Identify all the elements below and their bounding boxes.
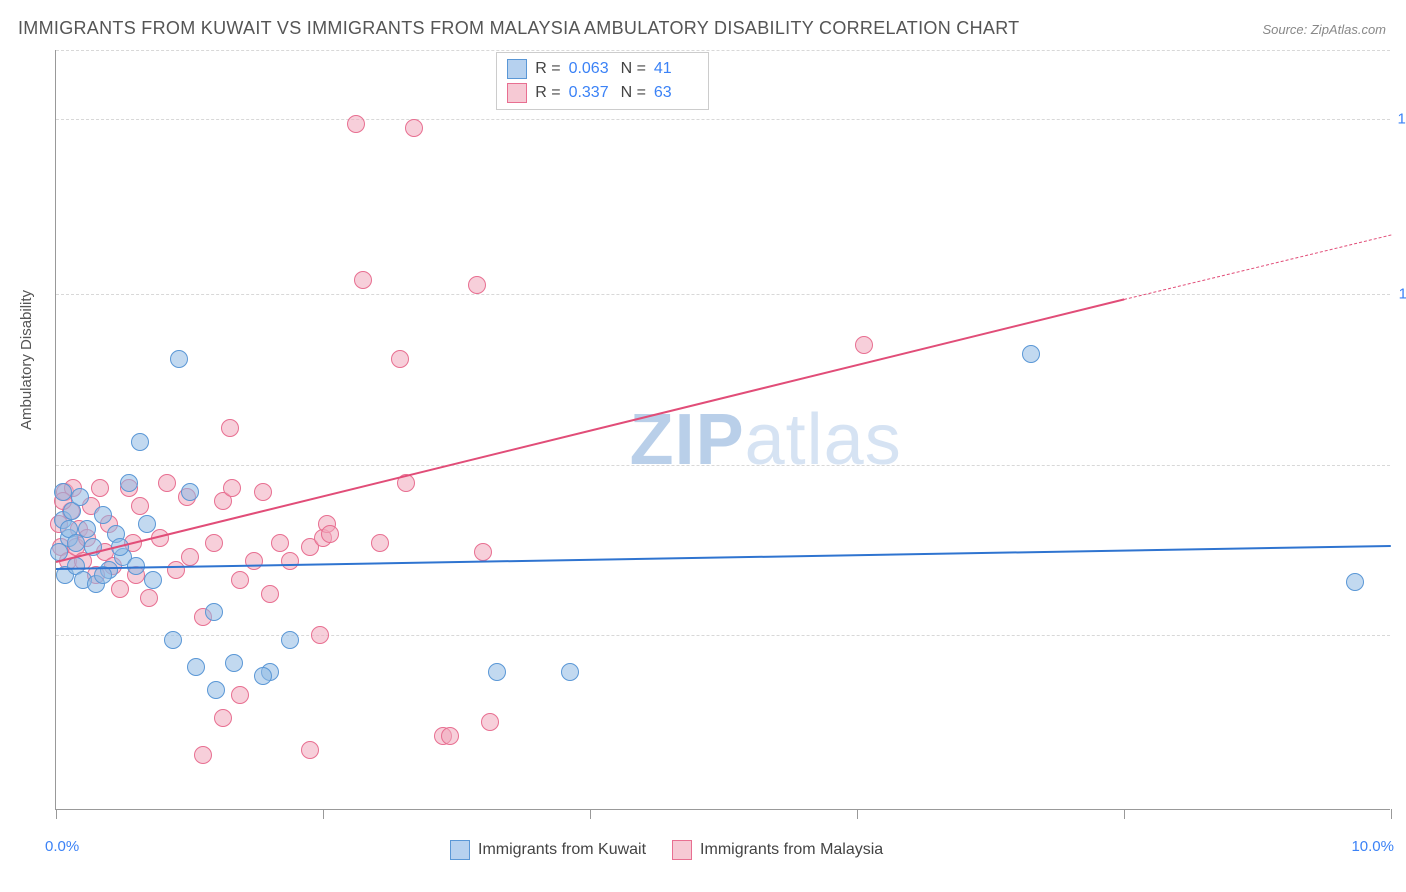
scatter-point	[481, 713, 499, 731]
y-tick-label: 7.5%	[1394, 456, 1406, 473]
r-label: R =	[535, 84, 560, 102]
scatter-point	[391, 350, 409, 368]
x-tick	[1391, 809, 1392, 819]
scatter-point	[164, 631, 182, 649]
scatter-point	[371, 534, 389, 552]
scatter-point	[1022, 345, 1040, 363]
scatter-point	[223, 479, 241, 497]
scatter-point	[231, 571, 249, 589]
scatter-point	[221, 419, 239, 437]
x-tick	[857, 809, 858, 819]
scatter-point	[67, 534, 85, 552]
scatter-point	[91, 479, 109, 497]
scatter-point	[855, 336, 873, 354]
plot-area: 3.8%7.5%11.2%15.0%ZIPatlasR =0.063N =41R…	[55, 50, 1390, 810]
r-value: 0.337	[569, 84, 613, 102]
legend-swatch	[507, 59, 527, 79]
gridline	[56, 50, 1390, 51]
scatter-point	[271, 534, 289, 552]
legend-label: Immigrants from Malaysia	[700, 841, 883, 859]
legend-item: Immigrants from Kuwait	[450, 840, 646, 860]
scatter-point	[131, 433, 149, 451]
scatter-point	[441, 727, 459, 745]
y-tick-label: 15.0%	[1394, 111, 1406, 128]
scatter-point	[281, 631, 299, 649]
scatter-point	[194, 746, 212, 764]
scatter-point	[205, 534, 223, 552]
x-tick	[1124, 809, 1125, 819]
scatter-point	[254, 667, 272, 685]
x-tick	[590, 809, 591, 819]
gridline	[56, 465, 1390, 466]
legend-swatch	[507, 83, 527, 103]
scatter-point	[167, 561, 185, 579]
scatter-point	[311, 626, 329, 644]
x-axis-max-label: 10.0%	[1351, 838, 1394, 855]
legend-item: Immigrants from Malaysia	[672, 840, 883, 860]
scatter-point	[94, 506, 112, 524]
legend-stats-row: R = 0.337 N = 63	[507, 81, 698, 105]
scatter-point	[158, 474, 176, 492]
scatter-point	[561, 663, 579, 681]
y-axis-title: Ambulatory Disability	[18, 290, 35, 430]
scatter-point	[261, 585, 279, 603]
r-label: R =	[535, 60, 560, 78]
chart-title: IMMIGRANTS FROM KUWAIT VS IMMIGRANTS FRO…	[18, 18, 1019, 39]
gridline	[56, 119, 1390, 120]
scatter-point	[488, 663, 506, 681]
scatter-point	[207, 681, 225, 699]
x-tick	[56, 809, 57, 819]
legend-stats-row: R = 0.063 N = 41	[507, 57, 698, 81]
scatter-point	[181, 548, 199, 566]
scatter-point	[205, 603, 223, 621]
scatter-point	[468, 276, 486, 294]
n-value: 63	[654, 84, 698, 102]
legend-label: Immigrants from Kuwait	[478, 841, 646, 859]
scatter-point	[140, 589, 158, 607]
scatter-point	[405, 119, 423, 137]
scatter-point	[347, 115, 365, 133]
scatter-point	[231, 686, 249, 704]
legend-bottom: Immigrants from Kuwait Immigrants from Ma…	[450, 840, 883, 860]
y-tick-label: 11.2%	[1394, 286, 1406, 303]
y-tick-label: 3.8%	[1394, 626, 1406, 643]
scatter-point	[144, 571, 162, 589]
scatter-point	[245, 552, 263, 570]
gridline	[56, 294, 1390, 295]
n-label: N =	[621, 60, 646, 78]
trend-line	[1124, 234, 1391, 299]
legend-stats: R = 0.063 N = 41 R = 0.337 N = 63	[496, 52, 709, 110]
scatter-point	[131, 497, 149, 515]
scatter-point	[138, 515, 156, 533]
scatter-point	[54, 483, 72, 501]
legend-swatch	[672, 840, 692, 860]
scatter-point	[281, 552, 299, 570]
scatter-point	[1346, 573, 1364, 591]
trend-line	[56, 299, 1124, 563]
scatter-point	[170, 350, 188, 368]
gridline	[56, 635, 1390, 636]
scatter-point	[120, 474, 138, 492]
scatter-point	[301, 741, 319, 759]
scatter-point	[214, 709, 232, 727]
x-tick	[323, 809, 324, 819]
source-label: Source: ZipAtlas.com	[1262, 22, 1386, 37]
scatter-point	[321, 525, 339, 543]
legend-swatch	[450, 840, 470, 860]
n-value: 41	[654, 60, 698, 78]
scatter-point	[187, 658, 205, 676]
scatter-point	[71, 488, 89, 506]
scatter-point	[181, 483, 199, 501]
scatter-point	[254, 483, 272, 501]
scatter-point	[225, 654, 243, 672]
n-label: N =	[621, 84, 646, 102]
scatter-point	[474, 543, 492, 561]
x-axis-min-label: 0.0%	[45, 838, 79, 855]
scatter-point	[354, 271, 372, 289]
scatter-point	[111, 580, 129, 598]
r-value: 0.063	[569, 60, 613, 78]
